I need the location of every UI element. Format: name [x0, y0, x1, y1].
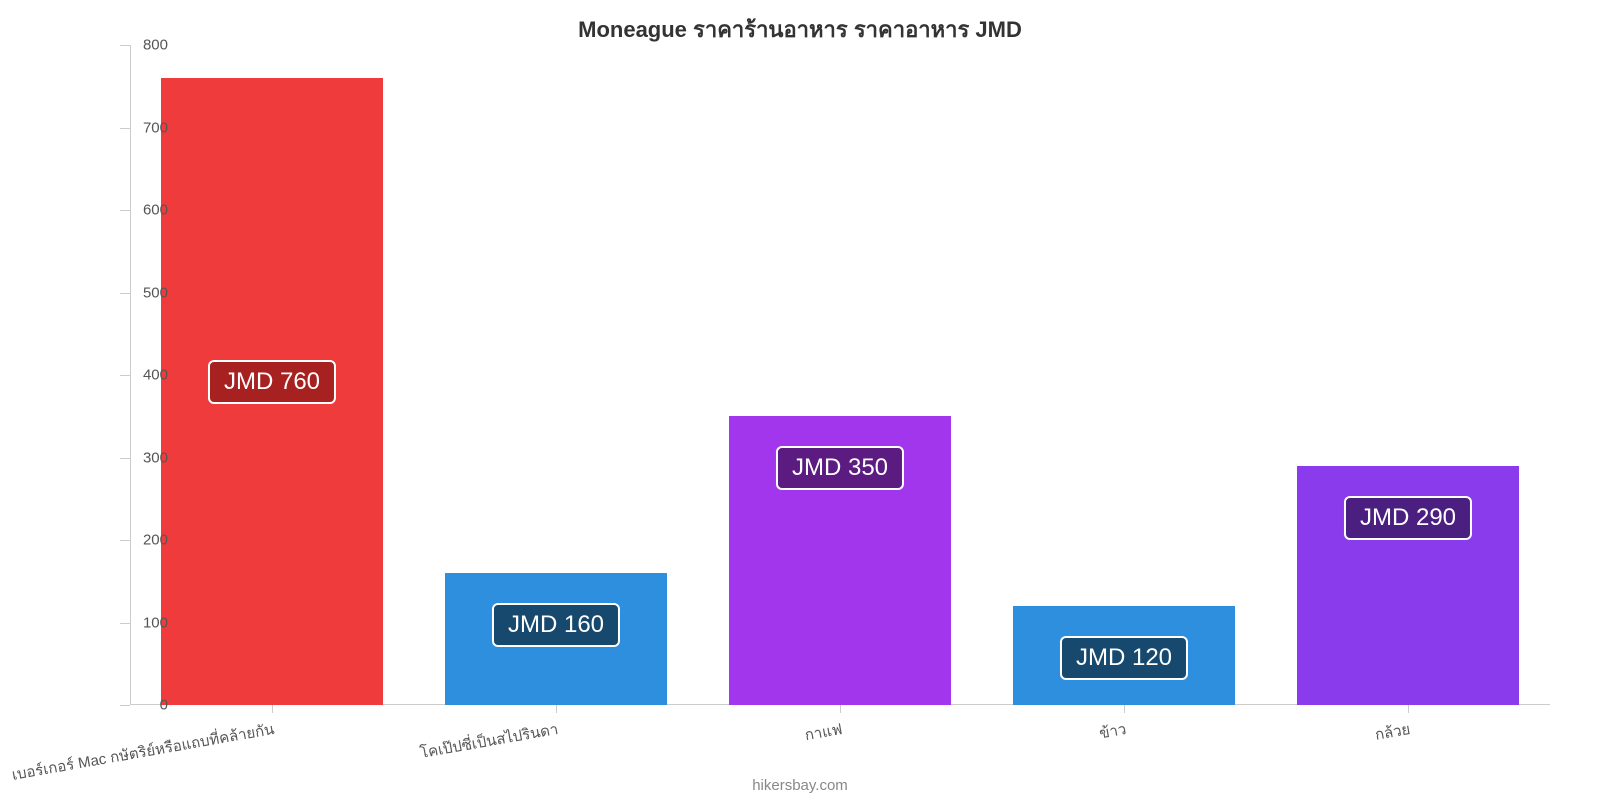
y-tick	[120, 45, 130, 46]
y-tick-label: 300	[143, 449, 168, 466]
y-tick-label: 100	[143, 614, 168, 631]
chart-title: Moneague ราคาร้านอาหาร ราคาอาหาร JMD	[0, 0, 1600, 47]
x-tick	[556, 705, 557, 713]
y-tick-label: 800	[143, 37, 168, 54]
y-tick	[120, 128, 130, 129]
value-badge: JMD 350	[776, 446, 904, 490]
chart-plot-area: JMD 760เบอร์เกอร์ Mac กษัตริย์หรือแถบที่…	[130, 45, 1550, 705]
x-tick	[272, 705, 273, 713]
y-tick-label: 200	[143, 532, 168, 549]
y-tick	[120, 293, 130, 294]
y-tick	[120, 540, 130, 541]
y-tick-label: 0	[160, 697, 168, 714]
chart-footer: hikersbay.com	[0, 777, 1600, 794]
x-tick	[1408, 705, 1409, 713]
x-tick	[840, 705, 841, 713]
y-tick	[120, 458, 130, 459]
x-tick	[1124, 705, 1125, 713]
y-tick-label: 700	[143, 119, 168, 136]
y-tick	[120, 623, 130, 624]
value-badge: JMD 760	[208, 360, 336, 404]
y-tick-label: 400	[143, 367, 168, 384]
y-tick	[120, 705, 130, 706]
value-badge: JMD 120	[1060, 636, 1188, 680]
y-tick-label: 600	[143, 202, 168, 219]
value-badge: JMD 290	[1344, 496, 1472, 540]
y-tick-label: 500	[143, 284, 168, 301]
y-tick	[120, 210, 130, 211]
y-tick	[120, 375, 130, 376]
y-axis	[130, 45, 131, 705]
value-badge: JMD 160	[492, 603, 620, 647]
